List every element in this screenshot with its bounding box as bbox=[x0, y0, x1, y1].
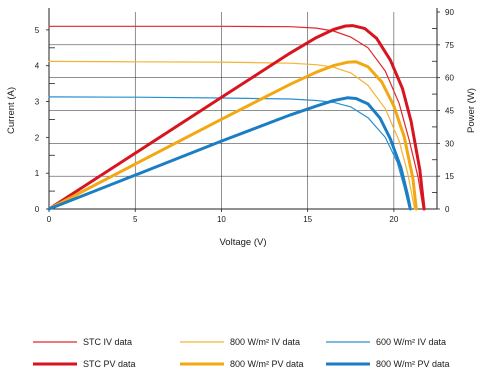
series-line-4 bbox=[47, 60, 418, 211]
y-right-tick-label: 30 bbox=[445, 139, 454, 148]
y-left-tick-label: 1 bbox=[35, 169, 40, 178]
y-left-tick-label: 3 bbox=[35, 98, 40, 107]
series-lines bbox=[47, 24, 426, 211]
y-right-tick-label: 0 bbox=[445, 205, 450, 214]
series-line-0 bbox=[48, 25, 424, 210]
y-right-tick-label: 90 bbox=[445, 8, 454, 17]
y-left-tick-label: 5 bbox=[35, 26, 40, 35]
legend-label-2: 600 W/m² IV data bbox=[376, 337, 446, 347]
series-line-3 bbox=[47, 24, 426, 211]
y-left-tick-label: 2 bbox=[35, 133, 40, 142]
x-tick-label: 15 bbox=[303, 215, 312, 224]
legend: STC IV data 800 W/m² IV data 600 W/m² IV d… bbox=[33, 337, 450, 369]
series-line-2 bbox=[48, 96, 410, 210]
y-right-tick-label: 75 bbox=[445, 41, 454, 50]
x-tick-label: 0 bbox=[47, 215, 52, 224]
y-right-tick-label: 45 bbox=[445, 107, 454, 116]
x-tick-label: 10 bbox=[217, 215, 226, 224]
series-line-5 bbox=[47, 96, 412, 211]
y-right-tick-label: 15 bbox=[445, 172, 454, 181]
x-tick-label: 5 bbox=[133, 215, 138, 224]
legend-label-3: STC PV data bbox=[83, 359, 136, 369]
legend-label-1: 800 W/m² IV data bbox=[230, 337, 300, 347]
y-left-tick-label: 0 bbox=[35, 205, 40, 214]
y-axis-left-label: Current (A) bbox=[6, 87, 17, 134]
legend-label-4: 800 W/m² PV data bbox=[230, 359, 304, 369]
x-axis-label: Voltage (V) bbox=[220, 237, 267, 248]
y-axis-right-label: Power (W) bbox=[466, 88, 477, 133]
y-right-tick-label: 60 bbox=[445, 74, 454, 83]
legend-label-5: 800 W/m² PV data bbox=[376, 359, 450, 369]
y-left-tick-label: 4 bbox=[35, 62, 40, 71]
legend-label-0: STC IV data bbox=[83, 337, 132, 347]
x-tick-label: 20 bbox=[389, 215, 398, 224]
series-line-1 bbox=[48, 60, 416, 210]
